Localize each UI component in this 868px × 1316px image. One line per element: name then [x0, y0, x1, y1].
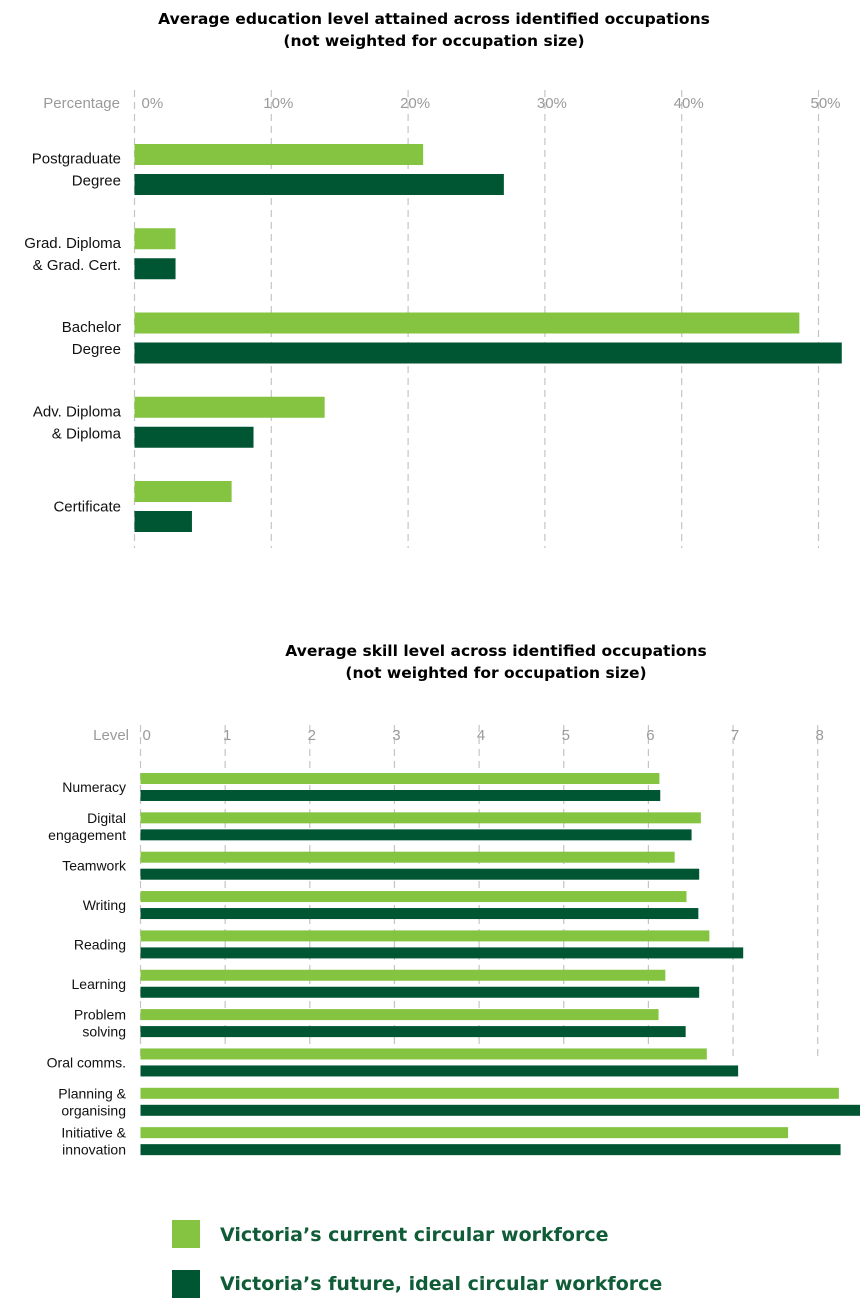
- skill-bar-current: [140, 812, 701, 824]
- education-bar-current: [134, 228, 176, 250]
- education-category-label: & Diploma: [52, 425, 122, 442]
- skill-bar-current: [140, 969, 666, 981]
- skill-bar-current: [140, 1087, 839, 1099]
- legend-swatch-current: [172, 1220, 200, 1248]
- education-chart-title-line2: (not weighted for occupation size): [283, 32, 584, 50]
- education-bar-future: [134, 174, 504, 195]
- education-bar-future: [134, 426, 254, 448]
- education-category-label: Certificate: [53, 499, 121, 516]
- skill-tick-label: 7: [731, 727, 739, 744]
- skill-x-axis-label: Level: [93, 727, 129, 744]
- skill-tick-label: 8: [816, 727, 824, 744]
- skill-tick-label: 2: [308, 727, 316, 744]
- skill-category-label: Initiative &: [61, 1125, 126, 1141]
- skill-bar-future: [140, 1144, 841, 1156]
- skill-chart-title-line1: Average skill level across identified oc…: [285, 642, 706, 660]
- skill-bar-future: [140, 1104, 861, 1116]
- skill-bar-future: [140, 947, 744, 959]
- education-bar-current: [134, 312, 800, 334]
- skill-category-label: Teamwork: [62, 858, 127, 874]
- skill-tick-label: 5: [562, 727, 570, 744]
- skill-category-label: Reading: [74, 936, 126, 952]
- skill-bar-current: [140, 1009, 659, 1021]
- skill-tick-label: 0: [143, 727, 151, 744]
- education-category-label: Bachelor: [62, 319, 121, 336]
- education-tick-label: 50%: [810, 95, 840, 112]
- education-bars: [134, 144, 842, 532]
- skill-bar-current: [140, 851, 675, 863]
- education-category-label: Grad. Diploma: [24, 235, 121, 252]
- skill-category-label: Planning &: [58, 1085, 126, 1101]
- skill-tick-label: 6: [646, 727, 654, 744]
- education-tick-label: 30%: [537, 95, 567, 112]
- education-tick-label: 40%: [674, 95, 704, 112]
- education-chart: Average education level attained across …: [24, 10, 842, 548]
- legend-swatch-future: [172, 1270, 200, 1298]
- education-category-label: Adv. Diploma: [33, 403, 122, 420]
- education-bar-current: [134, 396, 325, 418]
- legend-label-current: Victoria’s current circular workforce: [220, 1224, 608, 1246]
- skill-category-label: Digital: [87, 810, 126, 826]
- education-chart-title-line1: Average education level attained across …: [158, 10, 710, 28]
- education-category-label: Degree: [72, 173, 121, 190]
- skill-bar-future: [140, 986, 700, 998]
- skill-bar-future: [140, 868, 700, 880]
- skill-gridlines: [139, 725, 819, 1060]
- skill-category-label: Learning: [72, 976, 127, 992]
- education-tick-label: 0%: [142, 95, 164, 112]
- skill-bar-current: [140, 930, 710, 942]
- skill-category-label: Oral comms.: [47, 1054, 126, 1070]
- skill-bar-current: [140, 891, 687, 903]
- skill-category-label: solving: [82, 1024, 126, 1040]
- skill-bar-future: [140, 908, 699, 920]
- education-bar-future: [134, 342, 842, 364]
- education-category-labels: Postgraduate Degree Grad. Diploma & Grad. C…: [24, 151, 121, 516]
- skill-bar-current: [140, 773, 660, 784]
- skill-tick-label: 1: [223, 727, 231, 744]
- skill-bars: [140, 773, 861, 1156]
- education-category-label: & Grad. Cert.: [33, 257, 121, 274]
- education-bar-future: [134, 511, 192, 532]
- skill-tick-labels: 0 1 2 3 4 5 6 7 8: [143, 727, 824, 744]
- skill-bar-future: [140, 1065, 739, 1077]
- skill-chart: Average skill level across identified oc…: [47, 642, 861, 1158]
- skill-bar-future: [140, 829, 692, 841]
- skill-chart-title-line2: (not weighted for occupation size): [345, 664, 646, 682]
- education-bar-current: [134, 144, 424, 165]
- legend: Victoria’s current circular workforce Vi…: [172, 1220, 662, 1298]
- education-category-label: Postgraduate: [32, 151, 121, 168]
- education-bar-future: [134, 258, 176, 280]
- skill-category-label: Numeracy: [62, 779, 126, 795]
- skill-tick-label: 3: [392, 727, 400, 744]
- education-tick-labels: 0% 10% 20% 30% 40% 50%: [142, 95, 841, 112]
- skill-category-label: organising: [61, 1102, 126, 1118]
- skill-tick-label: 4: [477, 727, 485, 744]
- education-bar-current: [134, 481, 232, 502]
- skill-category-label: Problem: [74, 1007, 126, 1023]
- education-tick-label: 20%: [400, 95, 430, 112]
- skill-bar-future: [140, 790, 661, 801]
- skill-category-label: engagement: [48, 827, 126, 843]
- skill-category-label: innovation: [62, 1142, 126, 1158]
- education-x-axis-label: Percentage: [43, 95, 120, 112]
- legend-label-future: Victoria’s future, ideal circular workfo…: [220, 1273, 662, 1295]
- education-category-label: Degree: [72, 341, 121, 358]
- skill-bar-future: [140, 1026, 686, 1038]
- education-tick-label: 10%: [263, 95, 293, 112]
- skill-bar-current: [140, 1048, 707, 1060]
- skill-category-label: Writing: [83, 897, 126, 913]
- skill-bar-current: [140, 1127, 789, 1139]
